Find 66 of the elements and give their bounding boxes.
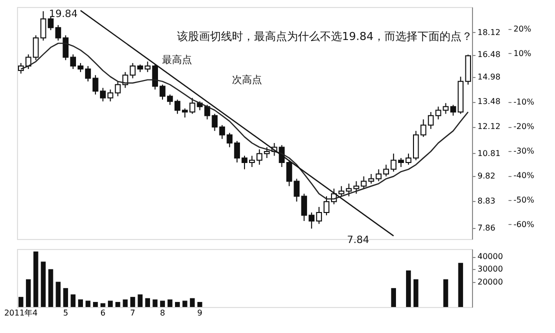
bar [48,269,54,307]
candlestick [40,10,46,42]
y2-tick-label: -10% [514,98,535,107]
y2-tick-label: 20% [514,24,532,34]
bar [122,299,128,307]
y-tick-label: 30000 [478,264,503,274]
bar [138,294,143,307]
y2-tick-label: -30% [514,146,535,156]
x-tick-label: 6 [100,308,106,318]
bar [168,299,172,307]
y-tick-label: 16.48 [478,50,500,60]
bar [63,288,68,307]
bar [78,299,83,307]
bar [175,302,180,307]
annotation: 7.84 [347,235,370,246]
y-tick-label: 18.12 [478,28,500,37]
bar [86,300,90,307]
bar [145,298,150,307]
x-tick-label: 5 [63,308,68,318]
bar [197,302,202,307]
x-tick-label: 7 [130,308,136,318]
bar [115,302,120,307]
candlestick [435,106,442,120]
y-tick-label: 7.86 [478,224,496,233]
y-tick-label: 20000 [478,277,503,286]
bar [182,300,188,307]
x-tick-label: 9 [197,308,202,318]
y2-tick-label: -20% [514,122,535,132]
bar [40,262,46,307]
bar [413,279,418,307]
bar [100,303,106,307]
bar [108,300,113,307]
x-tick-label: 2011年4 [4,308,38,318]
candlestick [442,102,449,114]
bar [406,270,411,307]
x-tick-label: 8 [160,308,166,318]
bar [33,252,38,307]
bar [130,296,136,307]
bar [70,294,76,307]
annotation: 最高点 [162,54,192,66]
annotation: 该股画切线时，最高点为什么不选19.84，而选择下面的点？ [177,30,472,43]
y-tick-label: 40000 [478,252,503,262]
y-tick-label: 14.98 [478,72,500,82]
bar [26,279,31,307]
annotation: 次高点 [232,74,262,86]
annotation: 19.84 [49,9,78,20]
y-tick-label: 13.48 [478,97,500,106]
bar [458,262,464,307]
y2-tick-label: -40% [514,171,535,180]
y-tick-label: 8.83 [478,196,496,206]
y-tick-label: 12.12 [478,122,500,132]
bar [152,299,158,307]
candlestick [360,176,367,190]
y-tick-label: 9.82 [478,171,496,180]
y2-tick-label: -50% [514,195,535,204]
bar [93,302,98,307]
bar [391,288,396,307]
y2-tick-label: -60% [514,220,535,229]
bar [443,279,448,307]
bar [190,298,195,307]
bar [160,300,165,307]
y-tick-label: 10.81 [478,148,500,158]
candlestick [48,16,54,31]
y2-tick-label: 10% [514,48,532,58]
bar [18,296,24,307]
bar [56,282,61,307]
